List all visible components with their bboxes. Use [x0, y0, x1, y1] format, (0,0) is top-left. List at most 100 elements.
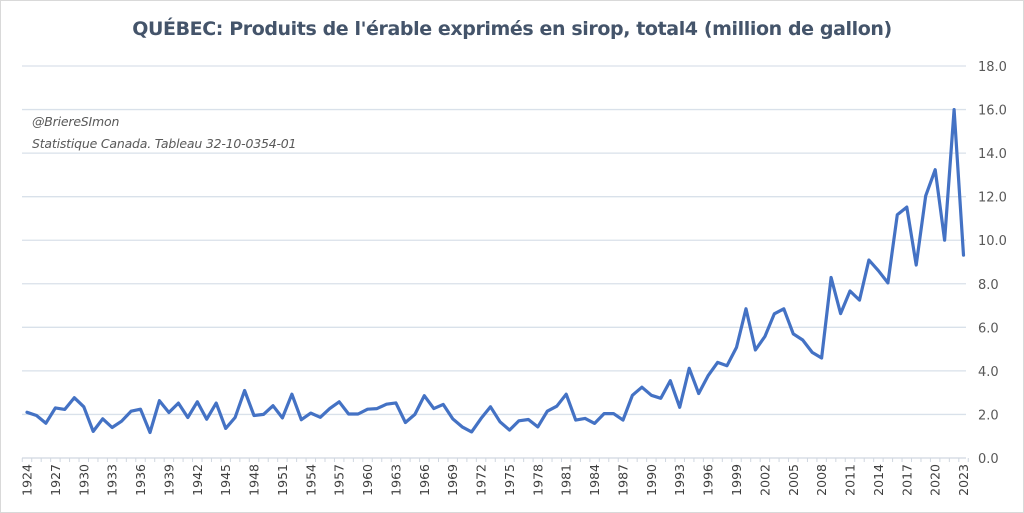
x-tick-label: 2005	[786, 464, 801, 496]
data-point	[271, 404, 274, 407]
data-point	[754, 348, 757, 351]
x-tick-label: 1972	[474, 464, 489, 496]
y-tick-label: 18.0	[978, 60, 1007, 75]
data-point	[792, 332, 795, 335]
data-point	[423, 394, 426, 397]
data-point	[347, 413, 350, 416]
data-point	[158, 399, 161, 402]
data-point	[517, 419, 520, 422]
data-point	[442, 403, 445, 406]
gridlines	[22, 65, 966, 416]
source-annotation: Statistique Canada. Tableau 32-10-0354-0…	[32, 136, 297, 151]
data-point	[224, 427, 227, 430]
data-point	[631, 394, 634, 397]
y-tick-label: 4.0	[978, 365, 999, 380]
data-point	[63, 408, 66, 411]
x-tick-label: 2014	[871, 464, 886, 496]
data-point	[678, 406, 681, 409]
x-tick-label: 1948	[247, 464, 262, 496]
data-point	[735, 346, 738, 349]
data-point	[811, 351, 814, 354]
data-point	[565, 393, 568, 396]
x-tick-label: 1987	[615, 464, 630, 496]
data-point	[139, 408, 142, 411]
y-tick-label: 2.0	[978, 408, 999, 423]
data-point	[962, 254, 965, 257]
data-point	[659, 397, 662, 400]
y-tick-label: 12.0	[978, 191, 1007, 206]
data-point	[281, 416, 284, 419]
data-point	[499, 420, 502, 423]
x-tick-label: 1966	[417, 464, 432, 496]
data-point	[54, 406, 57, 409]
data-point	[489, 405, 492, 408]
data-point	[262, 413, 265, 416]
data-point	[612, 412, 615, 415]
data-point	[640, 386, 643, 389]
x-tick-label: 1978	[530, 464, 545, 496]
data-point	[953, 108, 956, 111]
data-point	[858, 299, 861, 302]
x-tick-label: 1954	[303, 464, 318, 496]
data-point	[603, 412, 606, 415]
data-point	[773, 312, 776, 315]
x-tick-label: 1927	[48, 464, 63, 496]
data-point	[73, 396, 76, 399]
x-tick-label: 1969	[445, 464, 460, 496]
data-point	[763, 335, 766, 338]
data-point	[726, 364, 729, 367]
data-point	[243, 389, 246, 392]
x-tick-label: 1951	[275, 464, 290, 496]
data-point	[697, 392, 700, 395]
data-point	[707, 374, 710, 377]
x-tick-label: 1933	[105, 464, 120, 496]
x-tick-label: 1942	[190, 464, 205, 496]
data-point	[801, 338, 804, 341]
data-point	[849, 289, 852, 292]
y-tick-label: 6.0	[978, 321, 999, 336]
data-point	[357, 413, 360, 416]
data-point	[215, 402, 218, 405]
series-line	[25, 107, 966, 435]
data-point	[593, 422, 596, 425]
data-point	[130, 410, 133, 413]
x-tick-label: 2023	[956, 464, 971, 496]
x-tick-label: 2017	[899, 464, 914, 496]
data-point	[338, 400, 341, 403]
data-point	[621, 419, 624, 422]
x-tick-label: 1936	[133, 464, 148, 496]
author-annotation: @BriereSImon	[32, 114, 120, 129]
data-point	[196, 400, 199, 403]
data-point	[186, 416, 189, 419]
data-point	[924, 194, 927, 197]
data-point	[896, 213, 899, 216]
data-point	[328, 407, 331, 410]
data-point	[461, 425, 464, 428]
data-point	[830, 276, 833, 279]
x-tick-label: 1990	[644, 464, 659, 496]
x-tick-label: 2011	[843, 464, 858, 496]
data-point	[508, 429, 511, 432]
chart-title: QUÉBEC: Produits de l'érable exprimés en…	[132, 18, 892, 40]
data-point	[385, 403, 388, 406]
data-point	[546, 410, 549, 413]
y-tick-label: 8.0	[978, 278, 999, 293]
data-point	[584, 417, 587, 420]
data-point	[101, 417, 104, 420]
y-tick-label: 0.0	[978, 452, 999, 467]
data-point	[366, 408, 369, 411]
x-tick-label: 1939	[161, 464, 176, 496]
data-point	[782, 307, 785, 310]
data-point	[744, 307, 747, 310]
data-point	[253, 414, 256, 417]
data-point	[716, 361, 719, 364]
data-point	[92, 430, 95, 433]
data-point	[886, 281, 889, 284]
data-point	[877, 269, 880, 272]
data-point	[650, 394, 653, 397]
data-point	[536, 425, 539, 428]
data-point	[44, 422, 47, 425]
data-point	[82, 405, 85, 408]
x-tick-label: 1981	[559, 464, 574, 496]
data-point	[480, 417, 483, 420]
